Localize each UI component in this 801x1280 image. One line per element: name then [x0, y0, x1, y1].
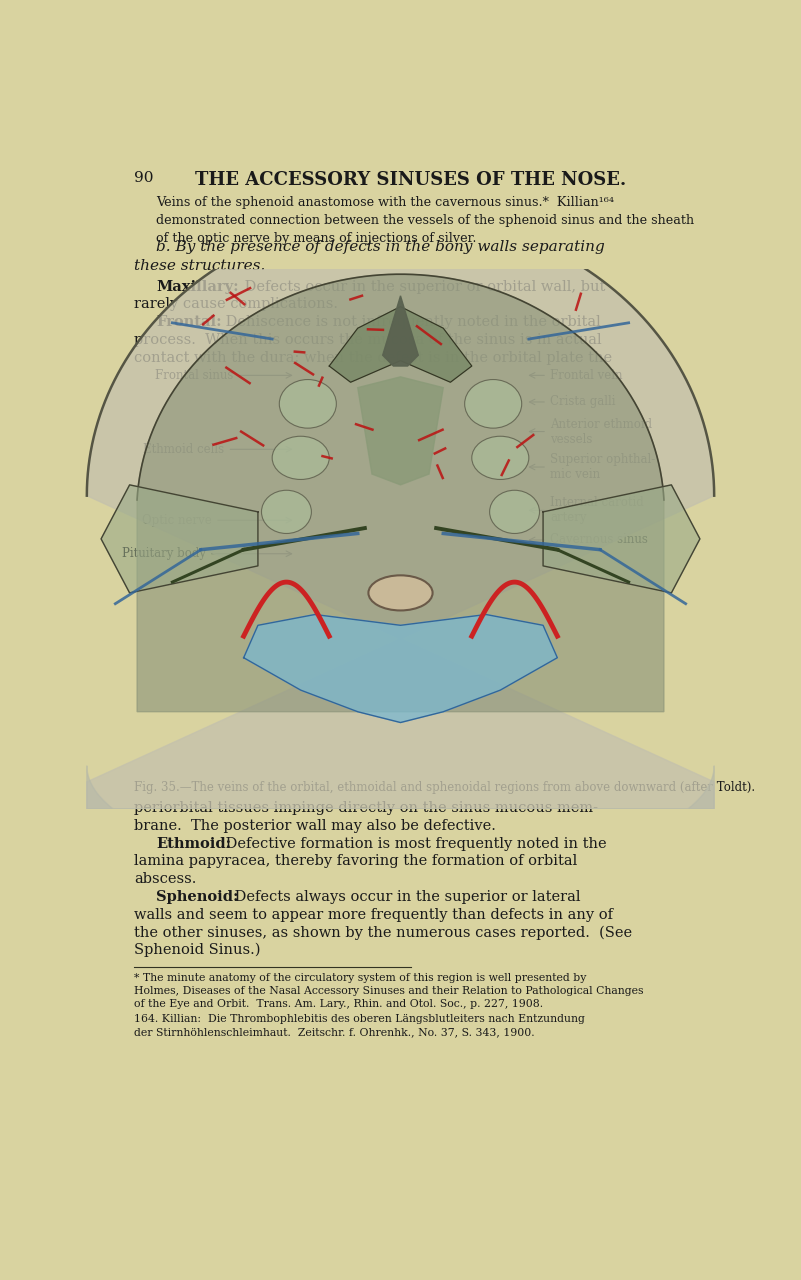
Text: process.  When this occurs the mucosa of the sinus is in actual: process. When this occurs the mucosa of … [135, 333, 602, 347]
Ellipse shape [272, 436, 329, 480]
Text: these structures.: these structures. [135, 259, 266, 273]
Text: contact with the dura; when the defect is in the orbital plate the: contact with the dura; when the defect i… [135, 351, 613, 365]
Text: lamina papyracea, thereby favoring the formation of orbital: lamina papyracea, thereby favoring the f… [135, 854, 578, 868]
Text: Anterior ethmoid
vessels: Anterior ethmoid vessels [550, 417, 652, 445]
Text: THE ACCESSORY SINUSES OF THE NOSE.: THE ACCESSORY SINUSES OF THE NOSE. [195, 172, 626, 189]
Ellipse shape [472, 436, 529, 480]
Text: Pituitary body: Pituitary body [122, 548, 206, 561]
Text: 164. Killian:  Die Thrombophlebitis des oberen Längsblutleiters nach Entzundung
: 164. Killian: Die Thrombophlebitis des o… [135, 1014, 586, 1037]
Text: Fig. 35.—The veins of the orbital, ethmoidal and sphenoidal regions from above d: Fig. 35.—The veins of the orbital, ethmo… [135, 781, 755, 795]
Polygon shape [358, 376, 443, 485]
Polygon shape [137, 274, 664, 712]
Text: Cavernous sinus: Cavernous sinus [550, 534, 648, 547]
Text: Defective formation is most frequently noted in the: Defective formation is most frequently n… [221, 837, 607, 851]
Text: Veins of the sphenoid anastomose with the cavernous sinus.*  Killian¹⁶⁴
demonstr: Veins of the sphenoid anastomose with th… [156, 196, 694, 244]
Polygon shape [329, 307, 472, 383]
Polygon shape [87, 215, 714, 809]
Text: the other sinuses, as shown by the numerous cases reported.  (See: the other sinuses, as shown by the numer… [135, 925, 633, 940]
Text: Frontal sinus: Frontal sinus [155, 369, 234, 381]
Text: b. By the presence of defects in the bony walls separating: b. By the presence of defects in the bon… [156, 241, 605, 255]
Text: Optic nerve: Optic nerve [142, 513, 211, 527]
Text: Sphenoid:: Sphenoid: [156, 890, 239, 904]
Text: Crista galli: Crista galli [550, 396, 616, 408]
Polygon shape [543, 485, 700, 593]
Ellipse shape [280, 380, 336, 428]
Ellipse shape [368, 575, 433, 611]
Ellipse shape [489, 490, 540, 534]
Text: Internal carotid
artery: Internal carotid artery [550, 497, 644, 525]
Polygon shape [383, 296, 418, 366]
Ellipse shape [261, 490, 312, 534]
Polygon shape [87, 765, 714, 809]
Text: Superior ophthal-
mic vein: Superior ophthal- mic vein [550, 453, 655, 481]
Text: Defects occur in the superior or orbital wall, but: Defects occur in the superior or orbital… [239, 280, 606, 293]
Text: rarely cause complications.: rarely cause complications. [135, 297, 338, 311]
Text: Frontal:: Frontal: [156, 315, 222, 329]
Text: Sphenoid Sinus.): Sphenoid Sinus.) [135, 943, 261, 957]
Text: 90: 90 [135, 172, 154, 186]
Ellipse shape [465, 380, 521, 428]
Text: Ethmoid:: Ethmoid: [156, 837, 231, 851]
Text: Maxillary:: Maxillary: [156, 280, 239, 293]
Text: brane.  The posterior wall may also be defective.: brane. The posterior wall may also be de… [135, 819, 496, 833]
Text: abscess.: abscess. [135, 872, 196, 886]
Text: walls and seem to appear more frequently than defects in any of: walls and seem to appear more frequently… [135, 908, 614, 922]
Text: * The minute anatomy of the circulatory system of this region is well presented : * The minute anatomy of the circulatory … [135, 973, 644, 1009]
Text: Ethmoid cells: Ethmoid cells [143, 443, 224, 456]
Text: Defects always occur in the superior or lateral: Defects always occur in the superior or … [231, 890, 581, 904]
Text: periorbital tissues impinge directly on the sinus mucous mem-: periorbital tissues impinge directly on … [135, 801, 598, 815]
Polygon shape [101, 485, 258, 593]
Text: Dehiscence is not infrequently noted in the orbital: Dehiscence is not infrequently noted in … [221, 315, 601, 329]
Text: Frontal vein: Frontal vein [550, 369, 622, 381]
Polygon shape [244, 614, 557, 722]
